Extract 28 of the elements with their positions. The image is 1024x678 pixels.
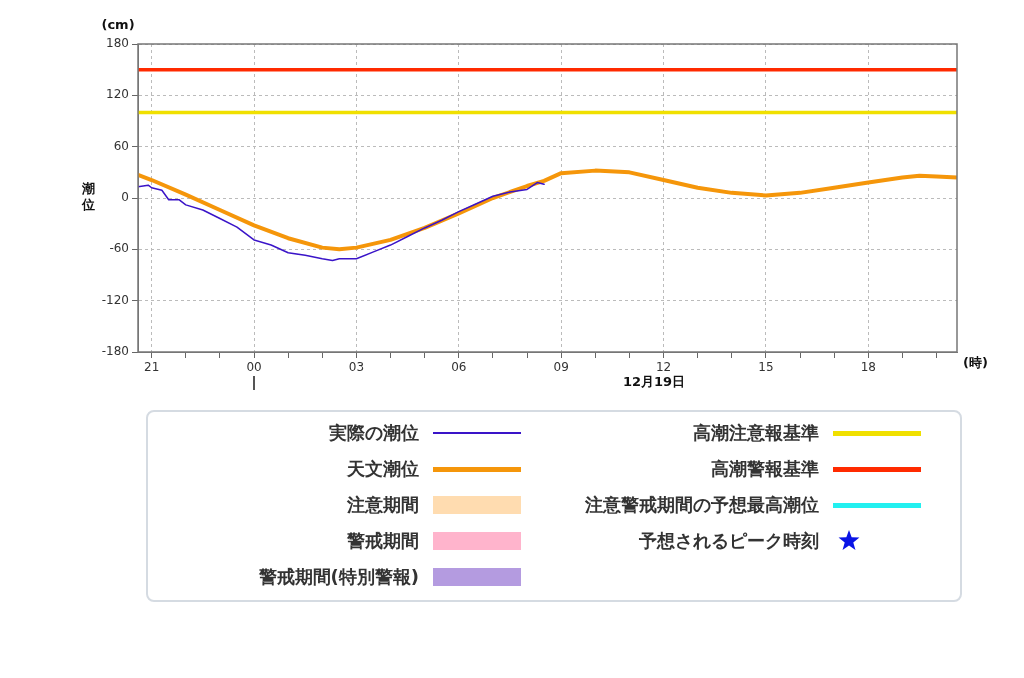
- y-tick-label: 60: [113, 138, 129, 153]
- y-tick-label: 0: [121, 190, 129, 205]
- legend-label: 実際の潮位: [328, 421, 420, 445]
- y-tick-label: -60: [109, 241, 129, 256]
- legend-label: 高潮注意報基準: [692, 421, 820, 445]
- legend-label: 注意警戒期間の予想最高潮位: [584, 493, 820, 517]
- y-axis-title: 潮位: [80, 181, 95, 213]
- legend-label: 警戒期間: [346, 529, 420, 553]
- x-tick-label: 09: [553, 360, 569, 375]
- x-tick-label: 06: [451, 360, 467, 375]
- y-tick-label: -180: [101, 344, 129, 359]
- x-tick-label: 18: [860, 360, 876, 375]
- x-tick-label: 15: [758, 360, 774, 375]
- text: 12月19日: [622, 373, 686, 389]
- x-tick-label: 21: [144, 360, 160, 375]
- y-tick-label: -120: [101, 292, 129, 307]
- text: (cm): [101, 16, 135, 32]
- legend-label: 注意期間: [346, 493, 420, 517]
- x-axis-title: (時): [963, 355, 988, 371]
- y-tick-label: 120: [106, 87, 129, 102]
- y-tick-label: 180: [106, 36, 129, 51]
- x-tick-label: 03: [348, 360, 365, 375]
- x-tick-label: 00: [246, 360, 262, 375]
- legend-label: 高潮警報基準: [710, 457, 820, 481]
- legend-label: 天文潮位: [346, 457, 420, 481]
- legend-label: 警戒期間(特別警報): [257, 565, 420, 589]
- x-tick-label: 12: [655, 360, 672, 375]
- legend-label: 予想されるピーク時刻: [638, 529, 820, 553]
